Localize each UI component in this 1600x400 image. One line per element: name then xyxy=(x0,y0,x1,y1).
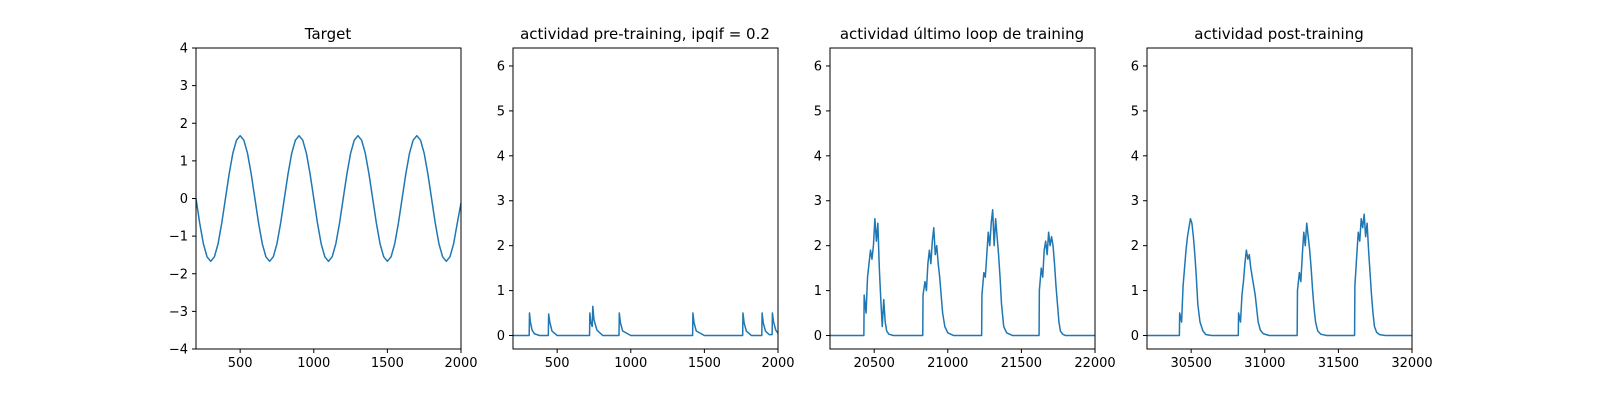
y-tick-label: −1 xyxy=(169,230,188,245)
y-tick-label: 6 xyxy=(497,59,505,74)
y-tick-label: 0 xyxy=(814,329,822,344)
panel-title: actividad post-training xyxy=(1194,25,1363,43)
y-tick-label: 5 xyxy=(814,104,822,119)
x-tick-label: 21500 xyxy=(1001,356,1042,371)
panel-last-training-loop: actividad último loop de training 0 1 2 3 4 5… xyxy=(814,25,1116,371)
y-tick-label: 3 xyxy=(814,194,822,209)
y-tick-label: 3 xyxy=(1131,194,1139,209)
ticks-group: 0 1 2 3 4 5 6 500 1000 1500 2000 xyxy=(497,59,795,371)
x-tick-label: 1000 xyxy=(614,356,647,371)
y-tick-label: 1 xyxy=(814,284,822,299)
y-tick-label: 2 xyxy=(1131,239,1139,254)
x-tick-label: 500 xyxy=(228,356,253,371)
axes-frame xyxy=(195,47,462,350)
axes-frame xyxy=(829,47,1096,350)
x-tick-label: 1500 xyxy=(371,356,404,371)
series-line xyxy=(830,208,1095,337)
y-tick-label: 1 xyxy=(180,154,188,169)
panel-title: actividad pre-training, ipqif = 0.2 xyxy=(520,25,770,43)
y-tick-label: 6 xyxy=(1131,59,1139,74)
y-tick-label: 1 xyxy=(497,284,505,299)
y-tick-label: 4 xyxy=(814,149,822,164)
panel-target: Target −4 −3 −2 −1 0 1 2 3 4 500 1000 1500 2000 xyxy=(169,25,478,371)
y-tick-label: 4 xyxy=(180,42,188,57)
y-tick-label: 5 xyxy=(497,104,505,119)
axes-frame xyxy=(512,47,779,350)
x-tick-label: 21000 xyxy=(927,356,968,371)
x-tick-label: 1000 xyxy=(297,356,330,371)
y-tick-label: −3 xyxy=(169,305,188,320)
x-tick-label: 32000 xyxy=(1391,356,1432,371)
x-tick-label: 31000 xyxy=(1244,356,1285,371)
ticks-group: 0 1 2 3 4 5 6 20500 21000 21500 22000 xyxy=(814,59,1116,371)
x-tick-label: 1500 xyxy=(688,356,721,371)
x-tick-label: 30500 xyxy=(1170,356,1211,371)
ticks-group: 0 1 2 3 4 5 6 30500 31000 31500 32000 xyxy=(1131,59,1433,371)
y-tick-label: 5 xyxy=(1131,104,1139,119)
series-line xyxy=(1147,213,1412,337)
axes-frame xyxy=(1146,47,1413,350)
x-tick-label: 31500 xyxy=(1318,356,1359,371)
panel-title: Target xyxy=(304,25,352,43)
series-line xyxy=(513,305,778,337)
y-tick-label: 4 xyxy=(1131,149,1139,164)
y-tick-label: 3 xyxy=(180,79,188,94)
x-tick-label: 500 xyxy=(545,356,570,371)
panel-pre-training: actividad pre-training, ipqif = 0.2 0 1 2 3… xyxy=(497,25,795,371)
y-tick-label: 3 xyxy=(497,194,505,209)
panel-post-training: actividad post-training 0 1 2 3 4 5 6 30500 3100… xyxy=(1131,25,1433,371)
y-tick-label: 2 xyxy=(497,239,505,254)
x-tick-label: 22000 xyxy=(1074,356,1115,371)
x-tick-label: 2000 xyxy=(761,356,794,371)
y-tick-label: 0 xyxy=(1131,329,1139,344)
y-tick-label: −2 xyxy=(169,267,188,282)
y-tick-label: 0 xyxy=(497,329,505,344)
x-tick-label: 20500 xyxy=(853,356,894,371)
y-tick-label: −4 xyxy=(169,343,188,358)
y-tick-label: 1 xyxy=(1131,284,1139,299)
panel-title: actividad último loop de training xyxy=(840,25,1084,43)
series-line xyxy=(196,134,461,263)
x-tick-label: 2000 xyxy=(444,356,477,371)
y-tick-label: 0 xyxy=(180,192,188,207)
y-tick-label: 4 xyxy=(497,149,505,164)
ticks-group: −4 −3 −2 −1 0 1 2 3 4 500 1000 1500 2000 xyxy=(169,42,478,372)
y-tick-label: 6 xyxy=(814,59,822,74)
y-tick-label: 2 xyxy=(180,117,188,132)
y-tick-label: 2 xyxy=(814,239,822,254)
